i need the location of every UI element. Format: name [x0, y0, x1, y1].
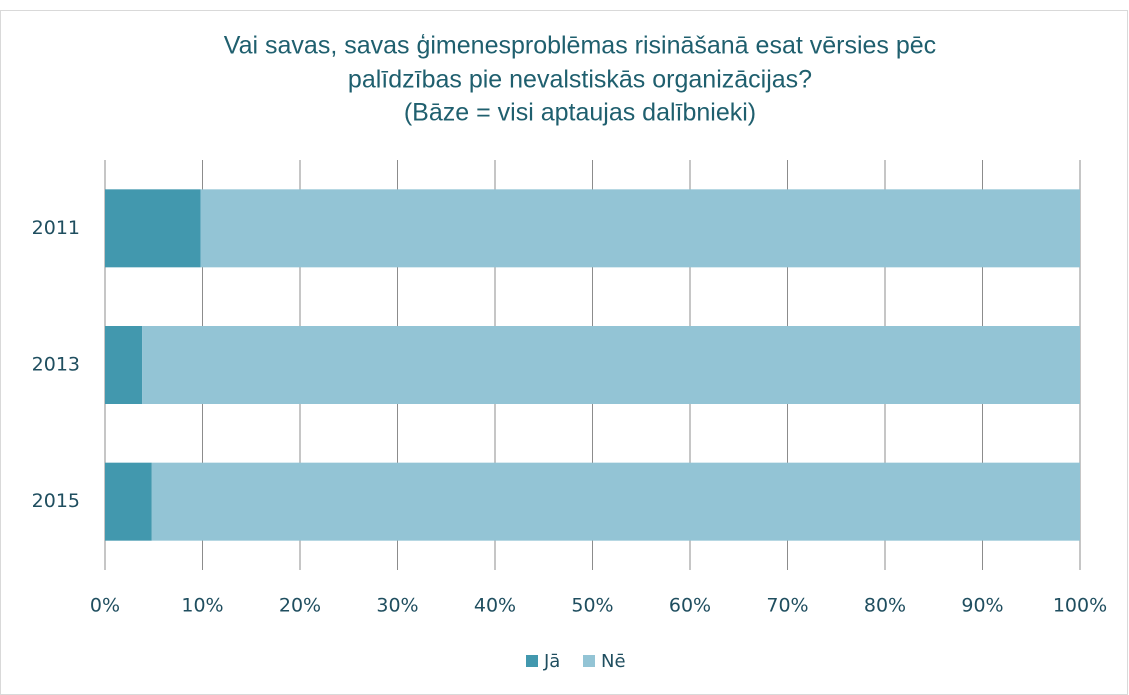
- x-tick-label: 50%: [571, 595, 613, 617]
- chart-title: (Bāze = visi aptaujas dalībnieki): [404, 99, 756, 127]
- y-tick-label: 2015: [32, 490, 80, 512]
- chart-title: palīdzības pie nevalstiskās organizācija…: [348, 66, 812, 94]
- x-tick-label: 80%: [864, 595, 906, 617]
- bar-segment: [105, 189, 201, 268]
- legend-swatch: [526, 655, 538, 667]
- bar-segment: [142, 326, 1081, 404]
- x-tick-label: 10%: [181, 595, 223, 617]
- x-tick-label: 40%: [474, 595, 516, 617]
- bar-segment: [105, 462, 152, 541]
- x-tick-label: 100%: [1053, 595, 1107, 617]
- x-tick-label: 30%: [376, 595, 418, 617]
- x-tick-label: 60%: [669, 595, 711, 617]
- y-tick-label: 2013: [32, 354, 80, 376]
- chart-title: Vai savas, savas ģimenesproblēmas risinā…: [224, 32, 936, 60]
- x-tick-label: 90%: [961, 595, 1003, 617]
- x-tick-label: 20%: [279, 595, 321, 617]
- legend-swatch: [583, 655, 595, 667]
- y-tick-label: 2011: [32, 217, 80, 239]
- bar-segment: [105, 326, 143, 404]
- x-tick-label: 0%: [90, 595, 120, 617]
- legend-label: Jā: [543, 651, 560, 672]
- legend-label: Nē: [601, 651, 626, 672]
- x-tick-label: 70%: [766, 595, 808, 617]
- bar-segment: [200, 189, 1081, 268]
- bar-segment: [151, 462, 1081, 541]
